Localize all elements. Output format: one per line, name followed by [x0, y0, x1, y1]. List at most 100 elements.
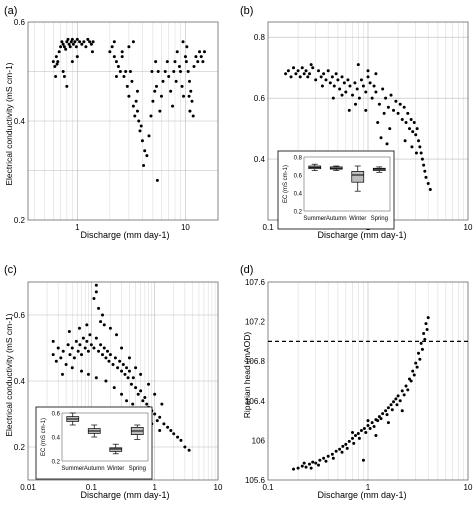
data-point: [424, 175, 428, 179]
data-point: [181, 40, 185, 44]
data-point: [395, 403, 399, 407]
data-point: [94, 336, 98, 340]
data-point: [357, 96, 361, 100]
data-point: [304, 69, 308, 73]
data-point: [143, 149, 147, 153]
panel-b: (b) Discharge (mm day-1): [240, 5, 407, 240]
data-point: [88, 40, 92, 44]
plot-frame: [27, 281, 219, 481]
data-point: [404, 121, 408, 125]
data-point: [51, 339, 55, 343]
data-point: [422, 163, 426, 167]
data-point: [102, 346, 106, 350]
x-axis-label: Discharge (mm day-1): [317, 490, 406, 500]
data-point: [314, 461, 318, 465]
data-point: [66, 343, 70, 347]
data-point: [70, 366, 74, 370]
y-tick-label: 106.8: [245, 357, 266, 366]
data-point: [97, 349, 101, 353]
data-point: [394, 397, 398, 401]
data-point: [73, 40, 77, 44]
data-point: [127, 94, 131, 98]
data-point: [289, 75, 293, 79]
y-tick-label: 0.2: [14, 443, 26, 452]
data-point: [60, 40, 64, 44]
data-point: [116, 65, 120, 69]
x-axis-label: Discharge (mm day-1): [80, 230, 169, 240]
data-point: [355, 87, 359, 91]
data-point: [155, 84, 159, 88]
data-point: [412, 121, 416, 125]
data-point: [407, 377, 411, 381]
data-point: [166, 425, 170, 429]
data-point: [374, 433, 378, 437]
data-point: [417, 139, 421, 143]
data-point: [381, 87, 385, 91]
data-point: [85, 339, 89, 343]
data-point: [354, 433, 358, 437]
data-point: [62, 74, 66, 78]
data-point: [84, 45, 88, 49]
data-point: [385, 413, 389, 417]
x-tick-label: 1: [152, 483, 157, 492]
data-point: [382, 111, 386, 115]
data-point: [377, 102, 381, 106]
y-tick-label: 0.8: [254, 33, 266, 42]
data-point: [127, 356, 131, 360]
data-point: [123, 372, 127, 376]
data-point: [66, 37, 70, 41]
data-point: [80, 42, 84, 46]
data-point: [361, 84, 365, 88]
data-point: [411, 369, 415, 373]
data-point: [189, 89, 193, 93]
data-point: [142, 164, 146, 168]
data-point: [187, 79, 191, 83]
data-point: [389, 93, 393, 97]
data-point: [131, 376, 135, 380]
panel-label: (c): [4, 264, 17, 276]
data-point: [78, 343, 82, 347]
x-tick-label: 0.1: [262, 223, 274, 232]
inset-y-axis-label: EC (mS cm-1): [283, 165, 289, 203]
data-point: [284, 72, 288, 76]
data-point: [389, 403, 393, 407]
data-point: [351, 436, 355, 440]
data-point: [356, 431, 360, 435]
data-point: [359, 429, 363, 432]
y-tick-label: 107.6: [245, 278, 266, 287]
data-point: [100, 313, 104, 317]
data-point: [402, 105, 406, 109]
data-point: [74, 339, 78, 343]
data-point: [104, 379, 108, 383]
data-point: [172, 70, 176, 73]
data-point: [368, 427, 372, 431]
data-point: [134, 386, 138, 390]
data-point: [108, 326, 112, 330]
data-point: [340, 450, 344, 454]
data-point: [407, 127, 411, 131]
data-point: [51, 353, 55, 357]
data-point: [67, 330, 71, 333]
inset-background: [277, 150, 395, 230]
data-point: [64, 363, 68, 366]
data-point: [70, 37, 74, 41]
data-point: [390, 408, 394, 412]
data-point: [426, 181, 430, 185]
data-point: [169, 89, 173, 93]
data-point: [292, 467, 296, 471]
data-point: [351, 430, 355, 434]
y-tick-label: 107.2: [245, 318, 266, 327]
data-point: [160, 402, 164, 406]
data-point: [147, 134, 151, 138]
data-point: [111, 363, 115, 366]
data-point: [420, 347, 424, 351]
data-point: [374, 90, 378, 94]
data-point: [354, 102, 358, 106]
data-point: [51, 60, 55, 64]
data-point: [351, 93, 355, 97]
data-point: [362, 427, 366, 431]
data-point: [379, 136, 383, 140]
data-point: [332, 84, 336, 88]
data-point: [334, 449, 338, 453]
data-point: [151, 99, 155, 103]
